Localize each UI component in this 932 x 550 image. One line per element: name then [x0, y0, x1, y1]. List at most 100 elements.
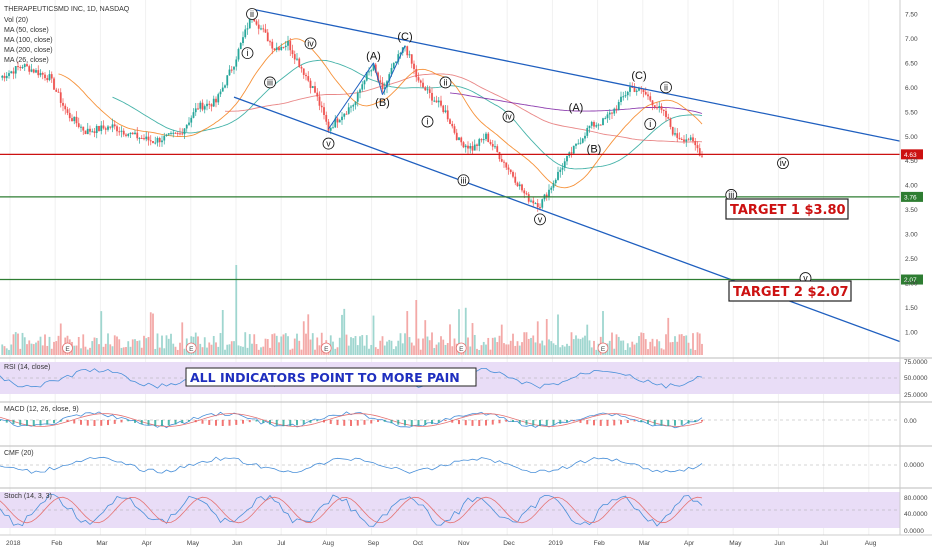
trend-lines[interactable]: 3.76 2.07 4.63	[0, 8, 923, 343]
candle-body	[336, 118, 339, 123]
volume-bar	[98, 344, 100, 355]
macd-histogram-bar	[505, 420, 508, 422]
candle-body	[446, 110, 449, 120]
volume-bar	[122, 347, 125, 355]
macd-histogram-bar	[667, 420, 670, 426]
candle-body	[449, 119, 451, 124]
macd-histogram-bar	[377, 420, 379, 422]
target2-text: TARGET 2 $2.07	[733, 285, 849, 300]
candle-body	[381, 82, 384, 90]
volume-bar	[289, 349, 292, 355]
volume-bar	[284, 333, 287, 355]
candle-body	[379, 80, 382, 83]
candle-body	[579, 142, 582, 144]
candle-body	[156, 138, 159, 143]
volume-bar	[478, 349, 481, 355]
volume-bar	[428, 340, 431, 355]
candle-body	[50, 74, 53, 79]
volume-bar	[458, 309, 460, 355]
volume-bar	[444, 344, 447, 355]
volume-bar	[588, 340, 591, 355]
wave-label: i	[247, 48, 249, 58]
volume-bar	[197, 336, 199, 355]
candle-body	[372, 64, 375, 71]
candle-body	[345, 113, 348, 115]
volume-bar	[559, 347, 562, 355]
volume-bar	[424, 320, 427, 355]
volume-bar	[413, 345, 415, 355]
candle-body	[676, 133, 679, 138]
macd-histogram-bar	[0, 420, 1, 421]
candle-body	[485, 133, 487, 140]
macd-histogram-bar	[478, 420, 481, 426]
volume-bar	[338, 337, 341, 355]
macd-histogram-bar	[39, 420, 42, 426]
candle-body	[584, 135, 586, 139]
volume-bar	[494, 337, 496, 355]
candle-body	[383, 87, 386, 90]
volume-bar	[55, 341, 58, 355]
volume-bar	[343, 308, 346, 355]
macd-histogram-bar	[525, 420, 528, 425]
grid	[9, 0, 870, 535]
y-tick-label: 5.50	[905, 109, 918, 116]
macd-label: MACD (12, 26, close, 9)	[4, 406, 79, 413]
candle-body	[188, 122, 190, 125]
volume-bar	[469, 346, 472, 355]
volume-bar	[408, 337, 411, 355]
candle-body	[176, 133, 179, 135]
volume-bar	[638, 336, 640, 355]
volume-bar	[260, 347, 262, 355]
volume-bar	[557, 314, 559, 355]
wave-label: iii	[267, 77, 273, 87]
candle-body	[435, 100, 438, 103]
volume-bar	[383, 345, 386, 355]
volume-bar	[140, 347, 143, 355]
x-tick-label: Feb	[594, 540, 606, 547]
candle-body	[613, 108, 616, 114]
macd-histogram-bar	[228, 420, 231, 426]
macd-histogram-bar	[539, 420, 541, 426]
earnings-marker	[62, 342, 73, 354]
wave-circle	[660, 81, 672, 94]
volume-bar	[210, 344, 213, 355]
candle-body	[363, 80, 366, 85]
wave-circle	[439, 76, 452, 89]
candle-body	[512, 172, 514, 177]
candle-body	[131, 132, 134, 135]
candle-body	[532, 200, 535, 204]
volume-bar	[237, 345, 240, 355]
candle-body	[57, 91, 60, 93]
x-tick-label: Jun	[232, 540, 243, 547]
candle-body	[300, 66, 303, 69]
volume-bar	[86, 349, 89, 355]
candle-body	[95, 125, 98, 134]
macd-histogram-bar	[309, 420, 312, 423]
candle-body	[206, 103, 208, 107]
volume-bar	[397, 340, 400, 355]
volume-bar	[539, 343, 541, 355]
candle-body	[226, 75, 229, 86]
candle-body	[680, 139, 683, 141]
macd-histogram-bar	[343, 420, 346, 426]
volume-bar	[298, 340, 301, 355]
candle-body	[158, 138, 161, 143]
wave-circle	[644, 118, 657, 130]
candle-body	[608, 112, 611, 115]
volume-bar	[365, 335, 368, 355]
candle-body	[458, 137, 460, 140]
y-tick-label: 3.00	[905, 232, 918, 239]
candle-body	[266, 32, 269, 42]
volume-bar	[311, 333, 314, 355]
macd-histogram-bar	[545, 420, 548, 426]
wave-circle	[246, 8, 258, 20]
volume-bar	[116, 336, 118, 355]
volume-bar	[264, 338, 267, 355]
volume-bar	[552, 343, 555, 355]
macd-histogram-bar	[660, 420, 663, 426]
wave-circle	[457, 174, 470, 187]
volume-bar	[95, 338, 98, 355]
x-tick-label: Sep	[368, 540, 380, 547]
